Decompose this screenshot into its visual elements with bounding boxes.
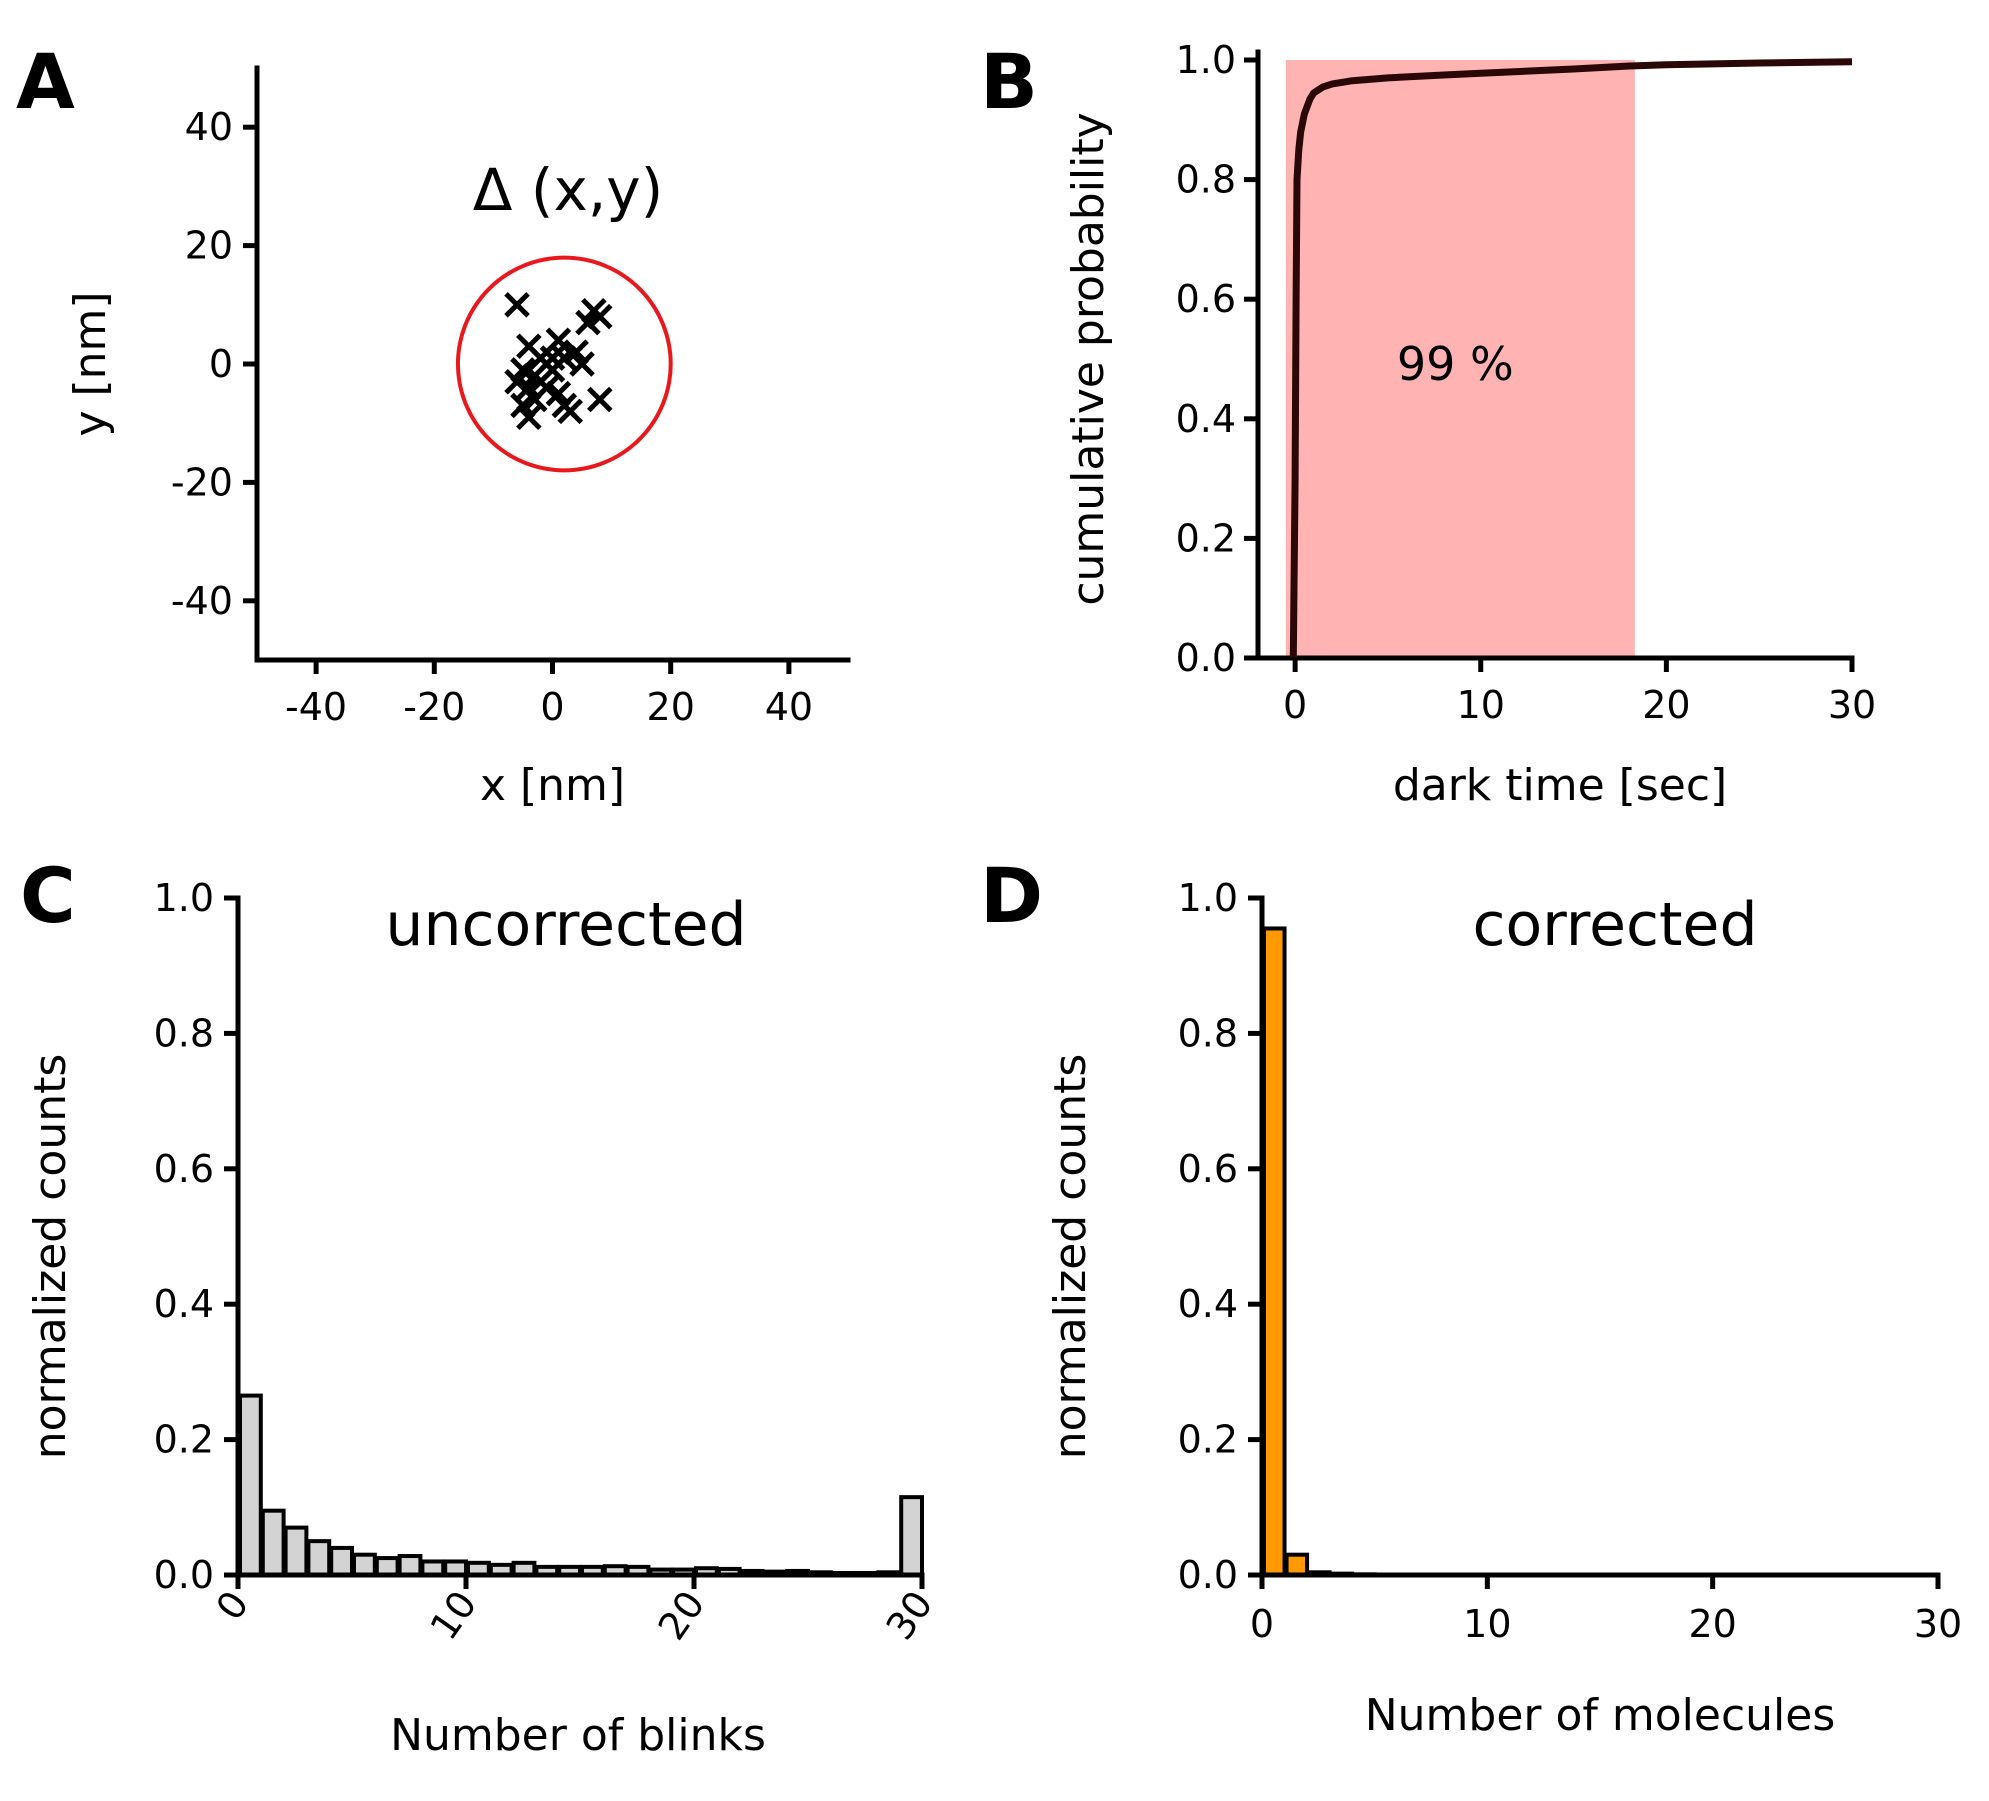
panel-letter-b: B xyxy=(980,37,1038,126)
y-axis-label: normalized counts xyxy=(1045,1054,1096,1460)
scatter-point-stroke xyxy=(504,292,530,318)
scatter-point-stroke xyxy=(504,368,530,395)
scatter-point-stroke xyxy=(545,380,572,407)
y-tick-label: 0.6 xyxy=(154,1147,214,1191)
y-axis-label: normalized counts xyxy=(25,1054,76,1460)
percent-annotation: 99 % xyxy=(1397,337,1514,391)
scatter-point xyxy=(504,292,530,318)
histogram-bar xyxy=(306,1539,332,1578)
x-tick-label: 30 xyxy=(878,1583,942,1648)
x-axis-label: Number of blinks xyxy=(390,1710,766,1761)
x-tick-label: -40 xyxy=(285,685,347,729)
cdf-line xyxy=(1289,58,1853,659)
delta-xy-annotation: Δ (x,y) xyxy=(473,156,663,224)
histogram-bar xyxy=(283,1525,309,1577)
scatter-point xyxy=(569,351,595,377)
x-tick-label: 30 xyxy=(1828,683,1876,727)
histogram-bar xyxy=(260,1508,286,1578)
y-tick-label: 1.0 xyxy=(154,876,214,920)
scatter-point-stroke xyxy=(527,368,554,395)
y-tick-label: 0.4 xyxy=(154,1282,214,1326)
y-tick-label: 0 xyxy=(209,342,233,386)
histogram-bar xyxy=(352,1552,377,1577)
chart-title: corrected xyxy=(1472,890,1757,960)
x-tick-label: 20 xyxy=(650,1583,714,1648)
panel-b-cumulative-line: 99 % 0 10 20 30 0.0 0.2 0.4 0.6 0.8 1.0 dark time [… xyxy=(1063,38,1876,811)
scatter-point xyxy=(516,404,542,431)
scatter-point-stroke xyxy=(569,351,595,377)
y-tick-label: 0.0 xyxy=(154,1553,214,1597)
y-tick-label: 1.0 xyxy=(1178,876,1238,920)
y-tick-label: 0.2 xyxy=(1176,516,1236,560)
y-tick-label: 0.8 xyxy=(1178,1011,1238,1055)
scatter-point-stroke xyxy=(510,392,536,419)
y-tick-label: 0.4 xyxy=(1176,397,1236,441)
x-tick-label: 0 xyxy=(207,1583,257,1628)
scatter-point-stroke xyxy=(539,345,566,371)
scatter-point-stroke xyxy=(587,386,613,413)
x-axis-label: Number of molecules xyxy=(1365,1690,1836,1741)
y-axis-label: y [nm] xyxy=(65,291,116,436)
x-axis-label: dark time [sec] xyxy=(1393,760,1727,811)
y-tick-label: 0.2 xyxy=(154,1418,214,1462)
panel-c-histogram: 0 10 20 30 0.0 0.2 0.4 0.6 0.8 1.0 uncorrected Numb… xyxy=(25,876,941,1761)
y-tick-label: 0.2 xyxy=(1178,1418,1238,1462)
chart-title: uncorrected xyxy=(385,890,746,960)
histogram-bar xyxy=(1262,926,1287,1577)
histogram-bar xyxy=(238,1393,263,1577)
y-tick-label: 40 xyxy=(185,105,233,149)
scatter-point xyxy=(527,368,554,395)
histogram-bar xyxy=(1284,1552,1310,1577)
x-axis-label: x [nm] xyxy=(480,760,625,811)
y-tick-label: 0.6 xyxy=(1178,1147,1238,1191)
panel-letter-c: C xyxy=(20,851,76,940)
scatter-point-stroke xyxy=(575,309,601,336)
panel-letter-d: D xyxy=(980,851,1043,940)
x-tick-label: 10 xyxy=(1463,1602,1511,1646)
x-tick-label: 10 xyxy=(422,1583,486,1648)
scatter-point xyxy=(557,398,583,425)
histogram-bar xyxy=(374,1556,400,1577)
panel-d-histogram: 0 10 20 30 0.0 0.2 0.4 0.6 0.8 1.0 corrected Number… xyxy=(1045,876,1962,1741)
scatter-point-stroke xyxy=(563,339,589,365)
y-tick-label: 0.6 xyxy=(1176,277,1236,321)
histogram-bar xyxy=(329,1545,355,1578)
scatter-point xyxy=(539,345,566,371)
x-tick-label: 30 xyxy=(1914,1602,1962,1646)
x-tick-label: -20 xyxy=(403,685,465,729)
scatter-point xyxy=(575,309,601,336)
y-tick-label: 0.4 xyxy=(1178,1282,1238,1326)
y-tick-label: 0.8 xyxy=(1176,158,1236,202)
scatter-point xyxy=(587,386,613,413)
y-tick-label: 0.0 xyxy=(1176,636,1236,680)
x-tick-label: 20 xyxy=(1642,683,1690,727)
x-tick-label: 0 xyxy=(540,685,564,729)
y-tick-label: 0.0 xyxy=(1178,1553,1238,1597)
shaded-99-region xyxy=(1285,60,1635,658)
scatter-point-stroke xyxy=(516,404,542,431)
x-tick-label: 20 xyxy=(1688,1602,1736,1646)
y-axis-label: cumulative probability xyxy=(1063,112,1114,605)
x-tick-label: 40 xyxy=(765,685,813,729)
x-tick-label: 0 xyxy=(1250,1602,1274,1646)
x-tick-label: 20 xyxy=(647,685,695,729)
histogram-bar xyxy=(899,1495,925,1578)
localization-circle xyxy=(455,255,673,473)
panel-a-scatter: -40 -20 0 20 40 -40 -20 0 20 40 x [nm] y [nm] Δ (x,y… xyxy=(65,65,851,811)
y-tick-label: 1.0 xyxy=(1176,38,1236,82)
scatter-point-stroke xyxy=(516,333,542,360)
x-tick-label: 0 xyxy=(1283,683,1307,727)
scatter-point-stroke xyxy=(557,398,583,425)
x-tick-label: 10 xyxy=(1457,683,1505,727)
panel-letter-a: A xyxy=(16,37,75,126)
y-tick-label: 0.8 xyxy=(154,1011,214,1055)
y-tick-label: -40 xyxy=(171,579,233,623)
y-tick-label: -20 xyxy=(171,460,233,504)
histogram-bar xyxy=(397,1554,423,1577)
y-tick-label: 20 xyxy=(185,224,233,268)
